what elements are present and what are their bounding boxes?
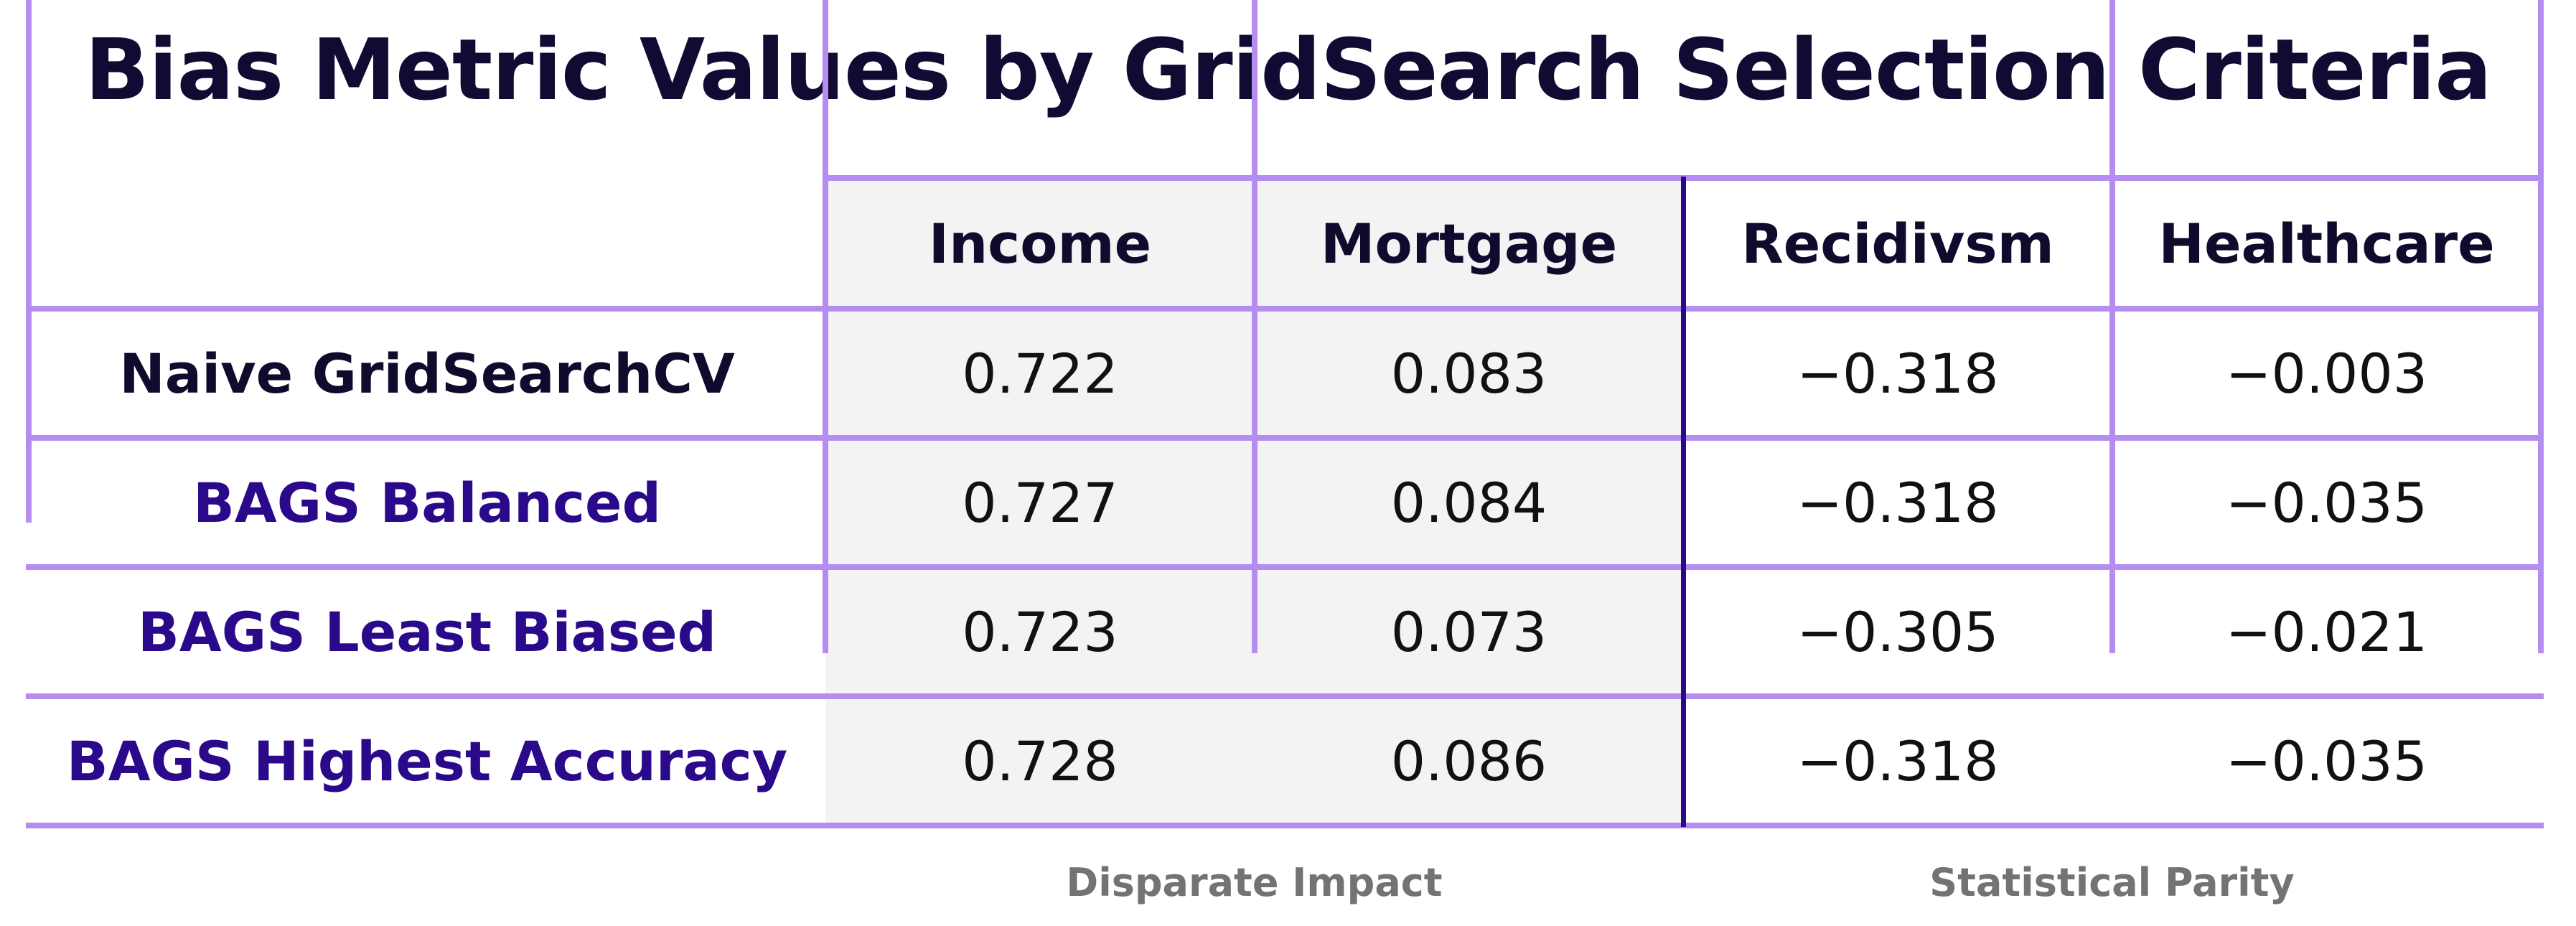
- grid-line-vertical: [2109, 0, 2115, 653]
- value-cell-naive-gridsearchcv-income: 0.722: [962, 341, 1118, 406]
- grid-line-vertical: [26, 0, 32, 523]
- value-cell-bags-balanced-recidivsm: −0.318: [1797, 470, 1999, 535]
- value-cell-bags-highest-accuracy-healthcare: −0.035: [2225, 729, 2428, 793]
- row-header-bags-highest-accuracy: BAGS Highest Accuracy: [66, 729, 788, 793]
- value-cell-bags-highest-accuracy-income: 0.728: [962, 729, 1118, 793]
- group-label-statistical-parity: Statistical Parity: [1929, 860, 2295, 905]
- grid-line-horizontal: [26, 693, 2544, 699]
- grid-line-horizontal: [26, 435, 2544, 441]
- row-header-naive-gridsearchcv: Naive GridSearchCV: [119, 341, 735, 406]
- group-divider-line: [1681, 177, 1686, 827]
- value-cell-bags-least-biased-mortgage: 0.073: [1390, 599, 1547, 664]
- row-header-bags-least-biased: BAGS Least Biased: [137, 599, 717, 664]
- value-cell-naive-gridsearchcv-healthcare: −0.003: [2225, 341, 2428, 406]
- grid-line-horizontal: [26, 564, 2544, 570]
- value-cell-bags-balanced-income: 0.727: [962, 470, 1118, 535]
- value-cell-bags-highest-accuracy-recidivsm: −0.318: [1797, 729, 1999, 793]
- value-cell-bags-least-biased-recidivsm: −0.305: [1797, 599, 1999, 664]
- value-cell-bags-balanced-healthcare: −0.035: [2225, 470, 2428, 535]
- value-cell-naive-gridsearchcv-recidivsm: −0.318: [1797, 341, 1999, 406]
- group-label-disparate-impact: Disparate Impact: [1066, 860, 1443, 905]
- grid-line-vertical: [823, 0, 828, 653]
- grid-line-horizontal: [26, 823, 2544, 828]
- grid-line-vertical: [2538, 0, 2544, 653]
- grid-line-vertical: [1252, 0, 1257, 653]
- row-header-bags-balanced: BAGS Balanced: [193, 470, 661, 535]
- value-cell-naive-gridsearchcv-mortgage: 0.083: [1390, 341, 1547, 406]
- value-cell-bags-highest-accuracy-mortgage: 0.086: [1390, 729, 1547, 793]
- value-cell-bags-least-biased-healthcare: −0.021: [2225, 599, 2428, 664]
- column-header-mortgage: Mortgage: [1320, 211, 1618, 276]
- chart-title: Bias Metric Values by GridSearch Selecti…: [85, 20, 2492, 119]
- grid-line-horizontal: [26, 306, 2544, 312]
- value-cell-bags-least-biased-income: 0.723: [962, 599, 1118, 664]
- column-header-healthcare: Healthcare: [2158, 211, 2495, 276]
- column-header-income: Income: [928, 211, 1152, 276]
- value-cell-bags-balanced-mortgage: 0.084: [1390, 470, 1547, 535]
- column-header-recidivsm: Recidivsm: [1741, 211, 2054, 276]
